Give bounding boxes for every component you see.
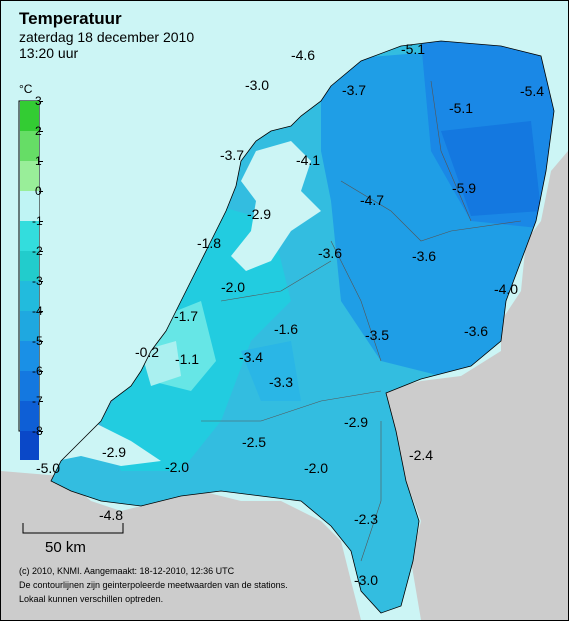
legend-tick-label: -2	[32, 244, 43, 258]
legend-tick-label: -7	[32, 394, 43, 408]
legend-tick-label: 2	[35, 124, 42, 138]
station-temperature-label: -3.6	[463, 323, 489, 339]
germany-land	[381, 1, 568, 620]
legend-tick-label: -5	[32, 334, 43, 348]
legend-tick-label: -6	[32, 364, 43, 378]
legend-swatch	[20, 401, 39, 431]
legend-swatch	[20, 161, 39, 191]
map-title: Temperatuur	[19, 9, 122, 28]
legend-tick-mark	[39, 161, 43, 162]
legend-swatch	[20, 281, 39, 311]
scale-label: 50 km	[45, 539, 86, 556]
legend-tick-mark	[39, 401, 43, 402]
province-borders	[201, 80, 522, 562]
legend-swatch	[20, 101, 39, 131]
belgium-land	[1, 471, 361, 620]
legend-tick-label: -3	[32, 274, 43, 288]
legend-swatch	[20, 311, 39, 341]
station-temperature-label: -1.1	[174, 351, 200, 367]
legend-tick-label: 3	[35, 94, 42, 108]
legend-swatch	[20, 251, 39, 281]
station-temperature-label: -2.5	[241, 434, 267, 450]
legend-tick-mark	[39, 101, 43, 102]
legend-tick-label: 1	[35, 154, 42, 168]
legend-tick-mark	[39, 221, 43, 222]
station-temperature-label: -2.0	[303, 460, 329, 476]
station-temperature-label: -5.0	[35, 460, 61, 476]
legend-tick-label: -4	[32, 304, 43, 318]
legend-tick-mark	[39, 371, 43, 372]
legend-unit: °C	[19, 82, 33, 96]
station-temperature-label: -3.6	[411, 248, 437, 264]
station-temperature-label: -0.2	[134, 344, 160, 360]
station-temperature-label: -3.4	[238, 349, 264, 365]
station-temperature-label: -4.0	[493, 281, 519, 297]
station-temperature-label: -5.9	[451, 180, 477, 196]
station-temperature-label: -1.6	[273, 321, 299, 337]
station-temperature-label: -3.6	[317, 245, 343, 261]
station-temperature-label: -3.3	[268, 374, 294, 390]
station-temperature-label: -1.7	[173, 308, 199, 324]
legend-tick-label: -1	[32, 214, 43, 228]
station-temperature-label: -5.1	[400, 41, 426, 57]
station-temperature-label: -5.1	[448, 100, 474, 116]
legend-swatch	[20, 221, 39, 251]
station-temperature-label: -4.7	[359, 192, 385, 208]
station-temperature-label: -1.8	[196, 235, 222, 251]
credit-line-1: (c) 2010, KNMI. Aangemaakt: 18-12-2010, …	[19, 566, 235, 576]
station-temperature-label: -2.9	[246, 206, 272, 222]
legend-swatch	[20, 431, 39, 460]
credit-line-2: De contourlijnen zijn geinterpoleerde me…	[19, 580, 288, 590]
legend-tick-mark	[39, 281, 43, 282]
zeeland-water	[51, 421, 161, 466]
legend-swatch	[20, 341, 39, 371]
legend-tick-mark	[39, 131, 43, 132]
map-date: zaterdag 18 december 2010	[19, 29, 195, 45]
station-temperature-label: -3.5	[364, 327, 390, 343]
wadden-sea	[301, 1, 568, 116]
legend-tick-label: 0	[35, 184, 42, 198]
legend-swatch	[20, 371, 39, 401]
station-temperature-label: -3.0	[244, 77, 270, 93]
legend-tick-mark	[39, 191, 43, 192]
legend-swatch	[20, 131, 39, 161]
station-temperature-label: -2.9	[343, 414, 369, 430]
station-temperature-label: -4.1	[295, 152, 321, 168]
legend-tick-label: -8	[32, 424, 43, 438]
station-temperature-label: -3.7	[341, 82, 367, 98]
station-temperature-label: -5.4	[519, 83, 545, 99]
legend-swatch	[20, 191, 39, 221]
legend-tick-mark	[39, 341, 43, 342]
station-temperature-label: -2.0	[164, 459, 190, 475]
legend-tick-mark	[39, 311, 43, 312]
credits: (c) 2010, KNMI. Aangemaakt: 18-12-2010, …	[19, 564, 288, 606]
station-temperature-label: -3.0	[353, 572, 379, 588]
station-temperature-label: -2.3	[353, 511, 379, 527]
station-temperature-label: -2.0	[220, 279, 246, 295]
legend-tick-mark	[39, 431, 43, 432]
map-time: 13:20 uur	[19, 45, 79, 61]
station-temperature-label: -4.8	[98, 507, 124, 523]
station-temperature-label: -2.4	[408, 447, 434, 463]
ijsselmeer	[231, 141, 321, 271]
station-temperature-label: -4.6	[290, 47, 316, 63]
scale-bar	[22, 523, 124, 534]
nl-outline	[50, 40, 555, 614]
legend-tick-mark	[39, 251, 43, 252]
credit-line-3: Lokaal kunnen verschillen optreden.	[19, 594, 164, 604]
station-temperature-label: -3.7	[219, 147, 245, 163]
header: Temperatuur zaterdag 18 december 2010 13…	[19, 9, 194, 61]
station-temperature-label: -2.9	[101, 444, 127, 460]
